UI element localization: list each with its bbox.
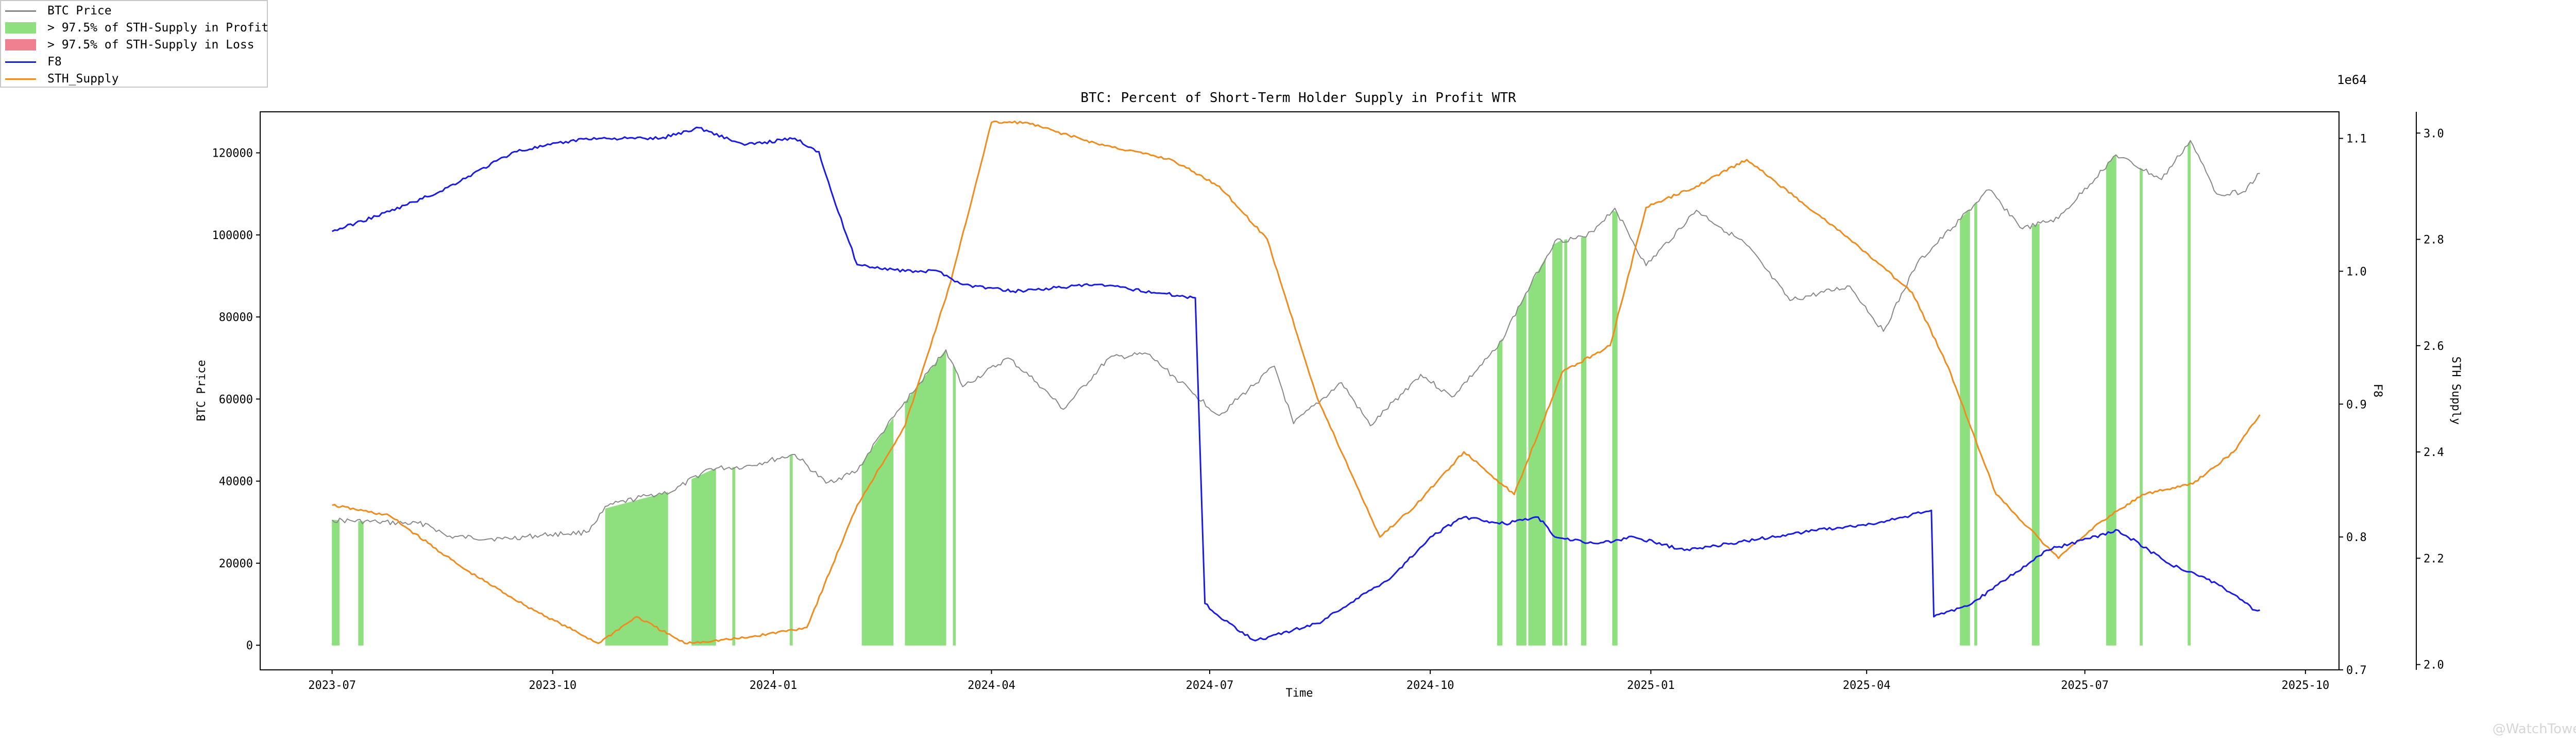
f8-tick-label: 0.9 xyxy=(2346,398,2367,411)
f8-tick-label: 1.0 xyxy=(2346,265,2367,278)
legend-entry-sth-supply: STH_Supply xyxy=(5,71,118,87)
left-tick-label: 120000 xyxy=(212,147,253,160)
profit-region xyxy=(905,349,946,646)
profit-region xyxy=(2106,154,2116,646)
left-tick-label: 80000 xyxy=(219,311,253,324)
legend-entry-loss: > 97.5% of STH-Supply in Loss xyxy=(5,37,255,53)
profit-region xyxy=(790,454,793,646)
x-tick-label: 2024-01 xyxy=(750,679,798,692)
profit-region xyxy=(1564,239,1567,646)
f8-axis-ticks: 0.7 0.8 0.9 1.0 1.1 xyxy=(2339,133,2367,677)
legend-label-f8: F8 xyxy=(47,55,62,69)
x-tick-label: 2025-07 xyxy=(2061,679,2109,692)
legend-entry-btc-price: BTC Price xyxy=(5,3,112,19)
f8-tick-label: 0.7 xyxy=(2346,664,2367,677)
legend-swatch-f8 xyxy=(5,61,36,63)
profit-region xyxy=(2140,167,2143,646)
profit-region xyxy=(2188,140,2191,646)
f8-tick-label: 1.1 xyxy=(2346,133,2367,146)
left-axis-ticks: 0 20000 40000 60000 80000 100000 120000 xyxy=(212,147,260,652)
profit-region xyxy=(1612,210,1618,646)
series-line-layer xyxy=(331,120,2261,645)
sth-tick-label: 2.0 xyxy=(2424,659,2444,672)
btc-price-line xyxy=(331,140,2260,542)
plot-frame xyxy=(260,111,2340,670)
legend-label-sth-supply: STH_Supply xyxy=(47,72,119,86)
left-tick-label: 20000 xyxy=(219,558,253,570)
sth-tick-label: 2.4 xyxy=(2424,446,2444,459)
profit-region xyxy=(332,519,340,646)
sth-tick-label: 2.2 xyxy=(2424,552,2444,565)
profit-region xyxy=(1497,339,1503,646)
x-axis-label: Time xyxy=(1286,687,1313,700)
profit-region xyxy=(732,467,735,646)
legend-entry-f8: F8 xyxy=(5,54,62,70)
sth-axis-offset-label: 1e64 xyxy=(2337,73,2367,87)
watermark: @WatchTower xyxy=(2492,721,2576,737)
x-tick-label: 2025-04 xyxy=(1843,679,1891,692)
x-tick-label: 2025-01 xyxy=(1627,679,1675,692)
profit-region xyxy=(605,492,668,646)
x-tick-label: 2024-04 xyxy=(968,679,1015,692)
x-tick-label: 2023-07 xyxy=(308,679,356,692)
x-tick-label: 2025-10 xyxy=(2281,679,2329,692)
chart-title: BTC: Percent of Short-Term Holder Supply… xyxy=(1080,90,1516,106)
sth-tick-label: 2.6 xyxy=(2424,340,2444,353)
left-tick-label: 40000 xyxy=(219,476,253,488)
left-tick-label: 100000 xyxy=(212,229,253,242)
legend-swatch-sth-supply xyxy=(5,78,36,80)
legend-label-profit: > 97.5% of STH-Supply in Profit xyxy=(47,21,269,35)
sth-tick-label: 3.0 xyxy=(2424,127,2444,140)
sth-supply-line xyxy=(332,120,2261,645)
left-axis-label: BTC Price xyxy=(195,360,208,421)
profit-region xyxy=(953,365,956,646)
profit-fill-layer xyxy=(332,140,2191,646)
legend-label-loss: > 97.5% of STH-Supply in Loss xyxy=(47,38,255,52)
sth-axis-ticks: 2.0 2.2 2.4 2.6 2.8 3.0 xyxy=(2416,127,2444,672)
legend-swatch-btc-price xyxy=(5,10,36,12)
f8-axis-label: F8 xyxy=(2371,384,2384,398)
left-tick-label: 0 xyxy=(246,639,253,652)
x-tick-label: 2024-07 xyxy=(1186,679,1234,692)
x-axis-ticks: 2023-07 2023-10 2024-01 2024-04 2024-07 2024-… xyxy=(308,670,2329,692)
profit-region xyxy=(1974,201,1977,646)
profit-region xyxy=(2031,223,2040,646)
profit-region xyxy=(358,521,364,646)
legend-entry-profit: > 97.5% of STH-Supply in Profit xyxy=(5,20,268,36)
legend-label-btc-price: BTC Price xyxy=(47,4,112,18)
f8-tick-label: 0.8 xyxy=(2346,531,2367,544)
sth-axis-label: STH Supply xyxy=(2449,357,2462,425)
legend-swatch-loss xyxy=(5,39,36,50)
profit-region xyxy=(691,468,716,646)
x-tick-label: 2023-10 xyxy=(529,679,577,692)
sth-tick-label: 2.8 xyxy=(2424,234,2444,247)
f8-line xyxy=(331,126,2260,642)
profit-region xyxy=(1552,240,1563,646)
x-tick-label: 2024-10 xyxy=(1406,679,1454,692)
chart-legend: BTC Price > 97.5% of STH-Supply in Profi… xyxy=(0,0,268,88)
profit-region xyxy=(1581,237,1587,646)
profit-region xyxy=(1960,209,1970,646)
left-tick-label: 60000 xyxy=(219,393,253,406)
legend-swatch-profit xyxy=(5,22,36,33)
profit-region xyxy=(861,417,894,646)
